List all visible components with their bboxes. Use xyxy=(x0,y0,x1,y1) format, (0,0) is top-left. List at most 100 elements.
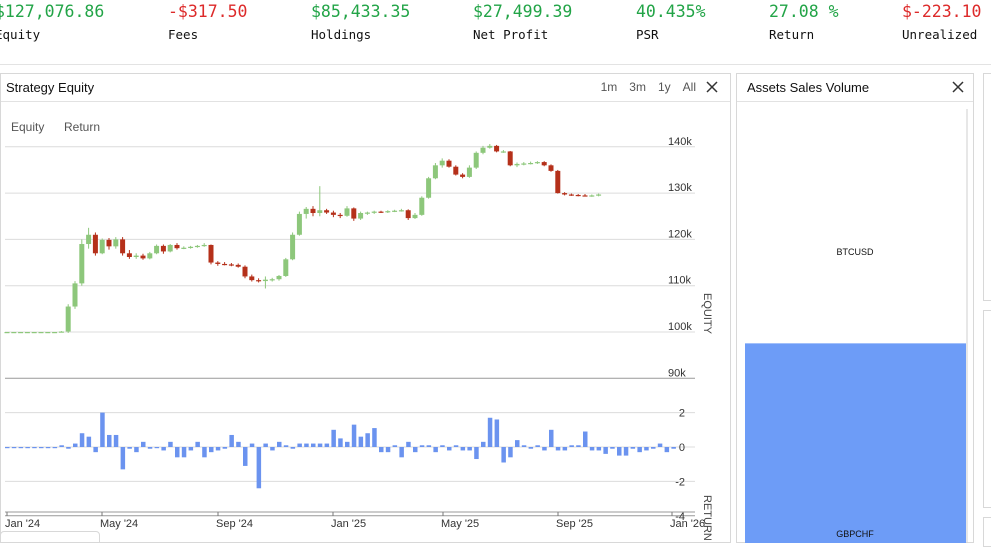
return-bar xyxy=(304,443,309,447)
panel-title: Assets Sales Volume xyxy=(747,80,870,95)
candle xyxy=(412,214,418,219)
return-bar xyxy=(11,447,17,449)
return-bar xyxy=(630,447,636,449)
tab-equity[interactable]: Equity xyxy=(11,120,45,134)
return-bar xyxy=(107,434,112,447)
candle xyxy=(283,259,289,276)
return-bar xyxy=(358,436,364,447)
y-tick-label: 2 xyxy=(679,408,685,420)
candle xyxy=(473,152,479,168)
return-bar xyxy=(263,443,268,447)
candle xyxy=(310,208,316,214)
candle xyxy=(120,239,126,254)
close-icon[interactable] xyxy=(703,78,721,96)
return-bar xyxy=(487,417,493,447)
return-bar xyxy=(372,428,377,447)
return-bar xyxy=(392,445,398,447)
candle xyxy=(113,239,119,247)
candle xyxy=(86,234,92,245)
tab-return[interactable]: Return xyxy=(64,120,101,134)
candle xyxy=(494,145,500,152)
candle xyxy=(534,162,540,164)
return-bar xyxy=(535,445,540,447)
return-bar xyxy=(664,447,670,453)
statistics-bar: $127,076.86 Equity -$317.50 Fees $85,433… xyxy=(0,0,991,64)
candle xyxy=(480,147,486,153)
candle xyxy=(181,247,187,249)
bottom-tab-edge xyxy=(0,531,100,543)
return-bar xyxy=(433,447,438,453)
panel-header: Assets Sales Volume xyxy=(737,74,973,102)
candle xyxy=(65,306,71,332)
y-tick-label: 130k xyxy=(668,182,692,194)
panel-header: Strategy Equity 1m 3m 1y All xyxy=(1,74,730,102)
candle xyxy=(147,253,153,259)
y-tick-label: 90k xyxy=(668,367,686,379)
candle xyxy=(92,234,98,254)
candle xyxy=(208,244,214,263)
candle xyxy=(4,332,10,334)
return-bar xyxy=(175,447,180,458)
candle xyxy=(140,255,146,259)
y-tick-label: 110k xyxy=(668,275,692,287)
range-1m[interactable]: 1m xyxy=(600,80,618,94)
return-bar xyxy=(277,441,282,447)
candle xyxy=(58,331,64,333)
return-bar xyxy=(209,447,214,453)
candle xyxy=(330,212,336,215)
assets-sales-volume-panel: Assets Sales Volume BTCUSD GBPCHF xyxy=(736,73,974,543)
return-bar xyxy=(365,433,370,447)
return-bar xyxy=(406,441,411,447)
return-bar xyxy=(93,447,98,453)
panel-title: Strategy Equity xyxy=(6,80,95,95)
range-1y[interactable]: 1y xyxy=(657,80,671,94)
stat-value: $-223.10 xyxy=(902,2,982,21)
return-bar xyxy=(589,447,595,451)
stat-value: 27.08 % xyxy=(769,2,839,21)
candle xyxy=(541,162,547,166)
stat-value: $85,433.35 xyxy=(311,2,411,21)
return-bar xyxy=(311,443,316,447)
candle xyxy=(426,178,432,198)
return-bar xyxy=(555,447,561,451)
return-bar xyxy=(249,443,255,447)
candle xyxy=(160,245,166,252)
candle xyxy=(194,245,200,248)
y-axis-label: RETURN xyxy=(701,495,713,541)
candle xyxy=(52,332,58,334)
candle xyxy=(228,264,234,266)
return-bar xyxy=(73,443,78,447)
candle xyxy=(528,163,534,165)
return-bar xyxy=(283,445,289,447)
range-all[interactable]: All xyxy=(682,80,696,94)
x-tick-label: Sep '25 xyxy=(556,518,593,530)
return-bar xyxy=(474,447,479,460)
range-3m[interactable]: 3m xyxy=(629,80,646,94)
candle xyxy=(344,208,350,216)
candle xyxy=(514,163,520,166)
return-bar xyxy=(229,434,234,447)
return-bar xyxy=(147,447,153,449)
candle xyxy=(555,170,561,194)
close-icon[interactable] xyxy=(949,78,967,96)
candle xyxy=(11,332,17,334)
return-bar xyxy=(596,447,602,451)
return-bar xyxy=(345,441,350,447)
candle xyxy=(419,197,425,215)
return-bar xyxy=(120,447,126,470)
return-bar xyxy=(508,447,513,458)
candle xyxy=(276,275,282,280)
candle xyxy=(358,213,364,219)
return-bar xyxy=(637,447,642,453)
candle xyxy=(562,193,568,195)
candle xyxy=(507,151,513,166)
return-bar xyxy=(460,447,466,451)
stat-label: Holdings xyxy=(311,27,372,42)
candle xyxy=(269,279,275,281)
candle xyxy=(249,276,255,281)
return-bar xyxy=(188,447,194,451)
return-bar xyxy=(399,447,404,458)
return-bar xyxy=(515,440,520,447)
candle xyxy=(385,211,391,213)
candle xyxy=(174,244,180,249)
